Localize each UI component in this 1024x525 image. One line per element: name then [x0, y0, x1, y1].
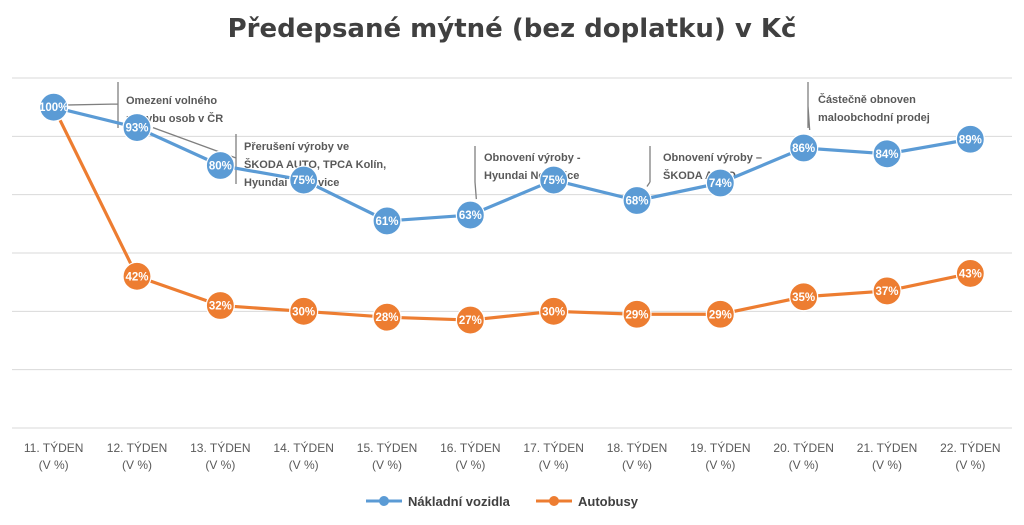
data-label: 80%	[209, 161, 232, 173]
x-tick-label: 18. TÝDEN (V %)	[607, 440, 667, 472]
legend-swatch-marker	[379, 496, 389, 506]
series-buses: 42% 32% 30% 28% 27% 30% 29% 29% 35% 37% 43%	[39, 92, 985, 335]
data-label: 30%	[542, 306, 565, 318]
legend-label: Nákladní vozidla	[408, 494, 511, 509]
data-point	[372, 206, 402, 236]
data-point	[872, 139, 902, 169]
x-tick-label: 22. TÝDEN (V %)	[940, 440, 1000, 472]
legend-swatch-marker	[549, 496, 559, 506]
data-point	[455, 200, 485, 230]
data-label: 86%	[792, 143, 815, 155]
data-point	[789, 133, 819, 163]
data-point	[539, 296, 569, 326]
annotation-callout-line	[807, 82, 811, 131]
data-point	[122, 261, 152, 291]
data-point	[872, 276, 902, 306]
annotation-callout-line	[474, 146, 477, 200]
series: 42% 32% 30% 28% 27% 30% 29% 29% 35% 37% 43% 100% 93%…	[39, 92, 985, 335]
data-point	[789, 282, 819, 312]
data-point	[622, 299, 652, 329]
data-label: 84%	[875, 149, 898, 161]
annotation-callout-line	[646, 146, 651, 187]
gridlines	[12, 77, 1012, 429]
data-label: 89%	[959, 134, 982, 146]
data-label: 42%	[125, 271, 148, 283]
data-point	[955, 258, 985, 289]
x-tick-label: 14. TÝDEN (V %)	[273, 440, 333, 472]
data-label: 37%	[875, 286, 898, 298]
x-tick-label: 12. TÝDEN (V %)	[107, 440, 167, 472]
data-label: 35%	[792, 292, 815, 304]
x-tick-label: 17. TÝDEN (V %)	[523, 440, 583, 472]
data-point	[289, 165, 319, 195]
data-label: 100%	[39, 102, 68, 114]
data-label: 68%	[625, 196, 648, 208]
data-label: 28%	[375, 312, 398, 324]
data-point	[622, 185, 652, 216]
x-tick-label: 21. TÝDEN (V %)	[857, 440, 917, 472]
data-point	[39, 92, 69, 122]
data-point	[455, 305, 485, 335]
data-label: 93%	[125, 123, 148, 135]
data-label: 75%	[542, 175, 565, 187]
series-trucks: 100% 93% 80% 75% 61% 63% 75% 68% 74% 86% 84% 89%	[39, 92, 985, 236]
data-point	[122, 112, 152, 143]
x-tick-label: 13. TÝDEN (V %)	[190, 440, 250, 472]
series-line	[52, 106, 971, 322]
legend-label: Autobusy	[578, 494, 639, 509]
data-point	[372, 302, 402, 332]
data-point	[289, 296, 319, 326]
data-point	[955, 124, 985, 154]
data-label: 29%	[709, 309, 732, 321]
x-tick-label: 11. TÝDEN (V %)	[24, 440, 84, 472]
data-label: 63%	[459, 210, 482, 222]
annotations: Omezení volného pohybu osob v ČRPřerušení…	[57, 82, 930, 200]
data-label: 30%	[292, 306, 315, 318]
x-tick-label: 16. TÝDEN (V %)	[440, 440, 500, 472]
x-axis-labels: 11. TÝDEN (V %) 12. TÝDEN (V %) 13. TÝDEN (V …	[24, 440, 1001, 472]
data-point	[705, 299, 735, 329]
legend-item: Nákladní vozidla	[366, 494, 511, 509]
chart-title: Předepsané mýtné (bez doplatku) v Kč	[227, 14, 797, 44]
x-tick-label: 19. TÝDEN (V %)	[690, 440, 750, 472]
data-label: 61%	[375, 216, 398, 228]
x-tick-label: 15. TÝDEN (V %)	[357, 440, 417, 472]
annotation-text: Částečně obnoven maloobchodní prodej	[818, 93, 930, 124]
data-point	[539, 165, 569, 195]
legend: Nákladní vozidla Autobusy	[366, 494, 639, 509]
data-label: 74%	[709, 178, 732, 190]
data-label: 29%	[625, 309, 648, 321]
x-tick-label: 20. TÝDEN (V %)	[773, 440, 833, 472]
data-label: 75%	[292, 175, 315, 187]
data-point	[705, 168, 735, 198]
data-point	[205, 290, 235, 321]
legend-item: Autobusy	[536, 494, 639, 509]
data-label: 32%	[209, 301, 232, 313]
data-point	[205, 150, 235, 181]
data-label: 27%	[459, 315, 482, 327]
data-label: 43%	[959, 268, 982, 280]
